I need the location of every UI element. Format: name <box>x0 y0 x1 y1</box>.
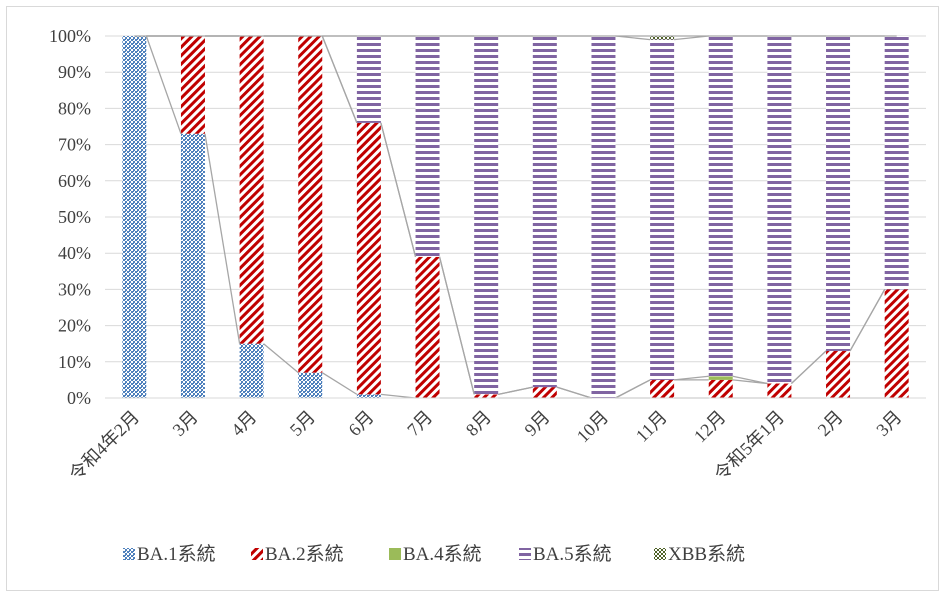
y-tick-label: 70% <box>58 135 91 155</box>
gridlines <box>105 35 926 399</box>
bar-segment <box>180 133 205 398</box>
legend-swatch <box>123 548 135 560</box>
legend-swatch <box>251 548 263 560</box>
y-tick-label: 50% <box>58 207 91 227</box>
y-tick-label: 40% <box>58 243 91 263</box>
bar-segment <box>826 36 851 351</box>
bar-segment <box>591 36 616 398</box>
legend-item: XBB系統 <box>654 543 745 565</box>
bar-segment <box>767 36 792 384</box>
x-tick-label: 2月 <box>814 407 847 440</box>
x-tick-label: 10月 <box>573 407 613 447</box>
legend-item: BA.1系統 <box>123 543 216 565</box>
y-tick-label: 30% <box>58 279 91 299</box>
bar-segment <box>884 289 909 398</box>
bars <box>122 36 909 398</box>
bar-segment <box>298 36 323 373</box>
bar-segment <box>239 343 264 398</box>
x-tick-label: 4月 <box>227 407 260 440</box>
bar-segment <box>415 36 440 257</box>
bar-segment <box>650 379 675 398</box>
legend-label: XBB系統 <box>668 543 745 565</box>
legend-swatch <box>654 548 666 560</box>
x-tick-label: 12月 <box>690 407 730 447</box>
x-tick-label: 7月 <box>403 407 436 440</box>
bar-segment <box>415 256 440 398</box>
bar-segment <box>356 36 381 123</box>
bar-segment <box>532 36 557 388</box>
y-tick-label: 90% <box>58 62 91 82</box>
bar-segment <box>356 122 381 395</box>
x-tick-label: 令和4年2月 <box>65 407 143 485</box>
bar-segment <box>767 383 792 398</box>
bar-segment <box>532 387 557 398</box>
bar-segment <box>474 36 499 395</box>
stacked-bar-chart: 0% 10% 20% 30% 40% 50% 60% 70% 80% 90% 100% 令和4年2月… <box>49 26 926 565</box>
x-tick-label: 6月 <box>344 407 377 440</box>
y-tick-label: 20% <box>58 316 91 336</box>
bar-segment <box>826 350 851 398</box>
legend-item: BA.2系統 <box>251 543 344 565</box>
x-tick-label: 11月 <box>632 407 671 446</box>
legend-swatch <box>519 548 531 560</box>
bar-segment <box>650 39 675 380</box>
bar-segment <box>298 372 323 398</box>
bar-segment <box>884 36 909 290</box>
y-tick-label: 60% <box>58 171 91 191</box>
legend-label: BA.5系統 <box>533 543 612 565</box>
legend-swatch <box>389 548 401 560</box>
bar-segment <box>474 394 499 398</box>
bar-segment <box>708 376 733 380</box>
chart-frame: 0% 10% 20% 30% 40% 50% 60% 70% 80% 90% 100% 令和4年2月… <box>6 6 939 591</box>
x-tick-label: 5月 <box>286 407 319 440</box>
x-tick-label: 8月 <box>462 407 495 440</box>
series-lines <box>105 35 926 399</box>
legend: BA.1系統 BA.2系統 BA.4系統 BA.5系統 XBB系統 <box>123 543 745 565</box>
x-tick-label: 3月 <box>169 407 202 440</box>
legend-label: BA.1系統 <box>137 543 216 565</box>
bar-segment <box>708 36 733 377</box>
legend-label: BA.2系統 <box>265 543 344 565</box>
bar-segment <box>356 394 381 398</box>
bar-segment <box>239 36 264 344</box>
bar-segment <box>122 36 147 398</box>
y-axis-tick-labels: 0% 10% 20% 30% 40% 50% 60% 70% 80% 90% 100% <box>49 26 91 408</box>
bar-segment <box>650 36 675 40</box>
y-tick-label: 10% <box>58 352 91 372</box>
legend-item: BA.5系統 <box>519 543 612 565</box>
bar-segment <box>708 379 733 398</box>
x-tick-label: 9月 <box>520 407 553 440</box>
y-tick-label: 80% <box>58 98 91 118</box>
legend-item: BA.4系統 <box>389 543 482 565</box>
x-tick-label: 3月 <box>872 407 905 440</box>
y-tick-label: 0% <box>67 388 91 408</box>
bar-segment <box>180 36 205 134</box>
y-tick-label: 100% <box>49 26 91 46</box>
legend-label: BA.4系統 <box>403 543 482 565</box>
